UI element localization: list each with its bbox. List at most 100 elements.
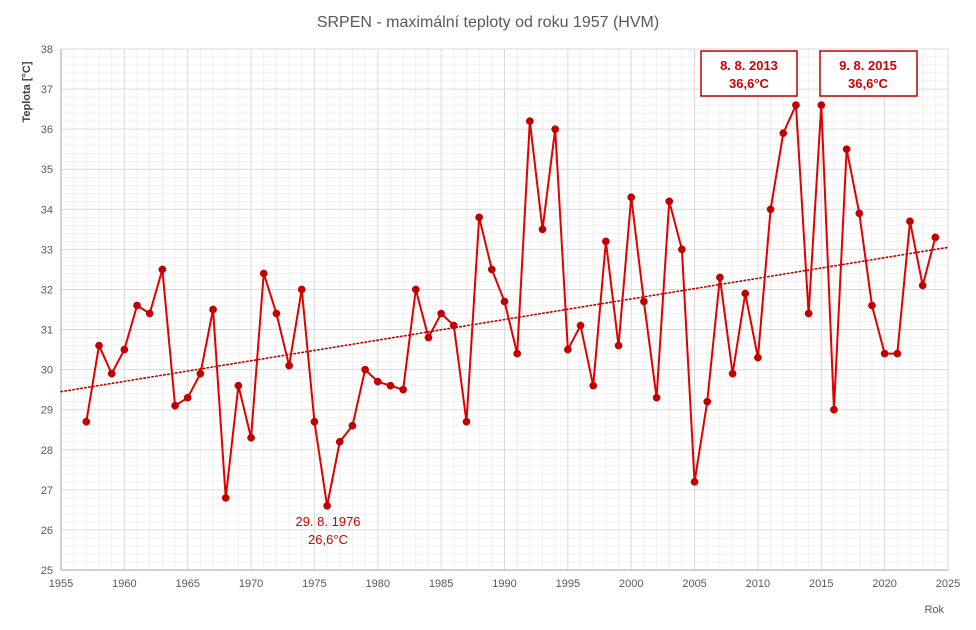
tick-labels: 1955 1960 1965 1970 1975 1980 1985 1990 1995 2000… (41, 44, 960, 590)
data-point (931, 233, 940, 242)
data-point (525, 117, 534, 125)
data-point (449, 321, 458, 330)
data-point (868, 301, 876, 310)
data-point (247, 433, 255, 442)
y-axis-label: Teplota [°C] (21, 61, 33, 122)
data-point (386, 381, 395, 390)
x-tick-label: 2015 (809, 578, 833, 590)
data-point (817, 101, 826, 109)
annotations: 29. 8. 1976 26,6°C 8. 8. 2013 36,6°C 9. 8. 2… (295, 50, 918, 547)
x-tick-label: 1960 (112, 578, 136, 590)
data-point (348, 421, 357, 430)
data-point (551, 125, 560, 134)
data-point (297, 285, 306, 294)
y-tick-label: 29 (41, 405, 53, 417)
data-point (640, 297, 648, 306)
data-point (221, 494, 230, 502)
x-tick-label: 1985 (429, 578, 453, 590)
x-tick-label: 2005 (682, 578, 706, 590)
data-point (602, 237, 610, 246)
y-tick-label: 37 (41, 84, 53, 96)
y-tick-label: 27 (41, 485, 53, 497)
data-point (880, 349, 889, 358)
series-line (85, 104, 937, 507)
data-point (234, 381, 243, 390)
data-point (893, 349, 902, 358)
x-tick-label: 2025 (936, 578, 960, 590)
data-point (133, 301, 141, 310)
data-point (564, 345, 572, 354)
x-tick-label: 1990 (492, 578, 516, 590)
y-tick-label: 33 (41, 244, 53, 256)
x-tick-label: 1955 (49, 578, 73, 590)
trendline-group (60, 246, 949, 393)
data-point (804, 309, 813, 318)
data-point (361, 365, 369, 374)
data-point (323, 502, 331, 510)
y-tick-label: 26 (41, 525, 53, 537)
data-point (779, 129, 788, 138)
data-point (107, 369, 116, 378)
data-point (95, 341, 103, 350)
data-point (411, 285, 420, 294)
data-point (830, 405, 838, 414)
data-point (487, 265, 496, 274)
data-point (678, 245, 686, 254)
data-point (576, 321, 585, 330)
annotation-value: 26,6°C (308, 532, 348, 547)
data-point (462, 417, 471, 426)
axes (60, 49, 948, 571)
y-tick-label: 31 (41, 325, 53, 337)
data-point (754, 353, 762, 362)
data-point (272, 309, 281, 318)
data-point (513, 349, 522, 358)
y-tick-label: 28 (41, 445, 53, 457)
x-tick-label: 1980 (366, 578, 390, 590)
series-group (82, 101, 940, 510)
data-point (335, 437, 344, 446)
data-point (614, 341, 623, 350)
data-point (475, 213, 484, 222)
y-tick-label: 32 (41, 284, 53, 296)
x-tick-label: 1975 (302, 578, 326, 590)
x-tick-label: 2020 (872, 578, 896, 590)
data-point (399, 385, 407, 394)
data-point (918, 281, 927, 290)
data-point (766, 205, 775, 214)
trendline (60, 246, 949, 393)
data-point (716, 273, 724, 282)
data-point (792, 101, 800, 109)
y-tick-label: 25 (41, 565, 53, 577)
data-point (741, 289, 750, 298)
data-point (842, 145, 851, 154)
data-point (171, 401, 179, 410)
data-point (589, 381, 598, 390)
data-point (120, 345, 129, 354)
data-point (310, 417, 319, 426)
x-tick-label: 1995 (556, 578, 580, 590)
data-point (196, 369, 205, 378)
chart-title: SRPEN - maximální teploty od roku 1957 (… (317, 14, 659, 31)
annotation-date: 8. 8. 2013 (720, 58, 778, 73)
data-point (437, 309, 445, 318)
data-point (259, 269, 268, 278)
data-point (500, 297, 509, 306)
data-point (373, 377, 382, 386)
data-point (285, 361, 293, 370)
annotation-value: 36,6°C (729, 76, 770, 91)
x-axis-label: Rok (924, 604, 944, 616)
y-tick-label: 36 (41, 124, 53, 136)
data-point (665, 197, 674, 206)
data-point (183, 393, 192, 402)
data-point (145, 309, 154, 318)
data-point (538, 225, 547, 234)
data-point (158, 265, 167, 274)
data-point (627, 193, 636, 202)
y-tick-label: 30 (41, 365, 53, 377)
data-point (690, 477, 699, 486)
data-point (906, 217, 914, 226)
annotation-date: 9. 8. 2015 (839, 58, 897, 73)
data-point (652, 393, 661, 402)
y-tick-label: 35 (41, 164, 53, 176)
x-tick-label: 2000 (619, 578, 643, 590)
